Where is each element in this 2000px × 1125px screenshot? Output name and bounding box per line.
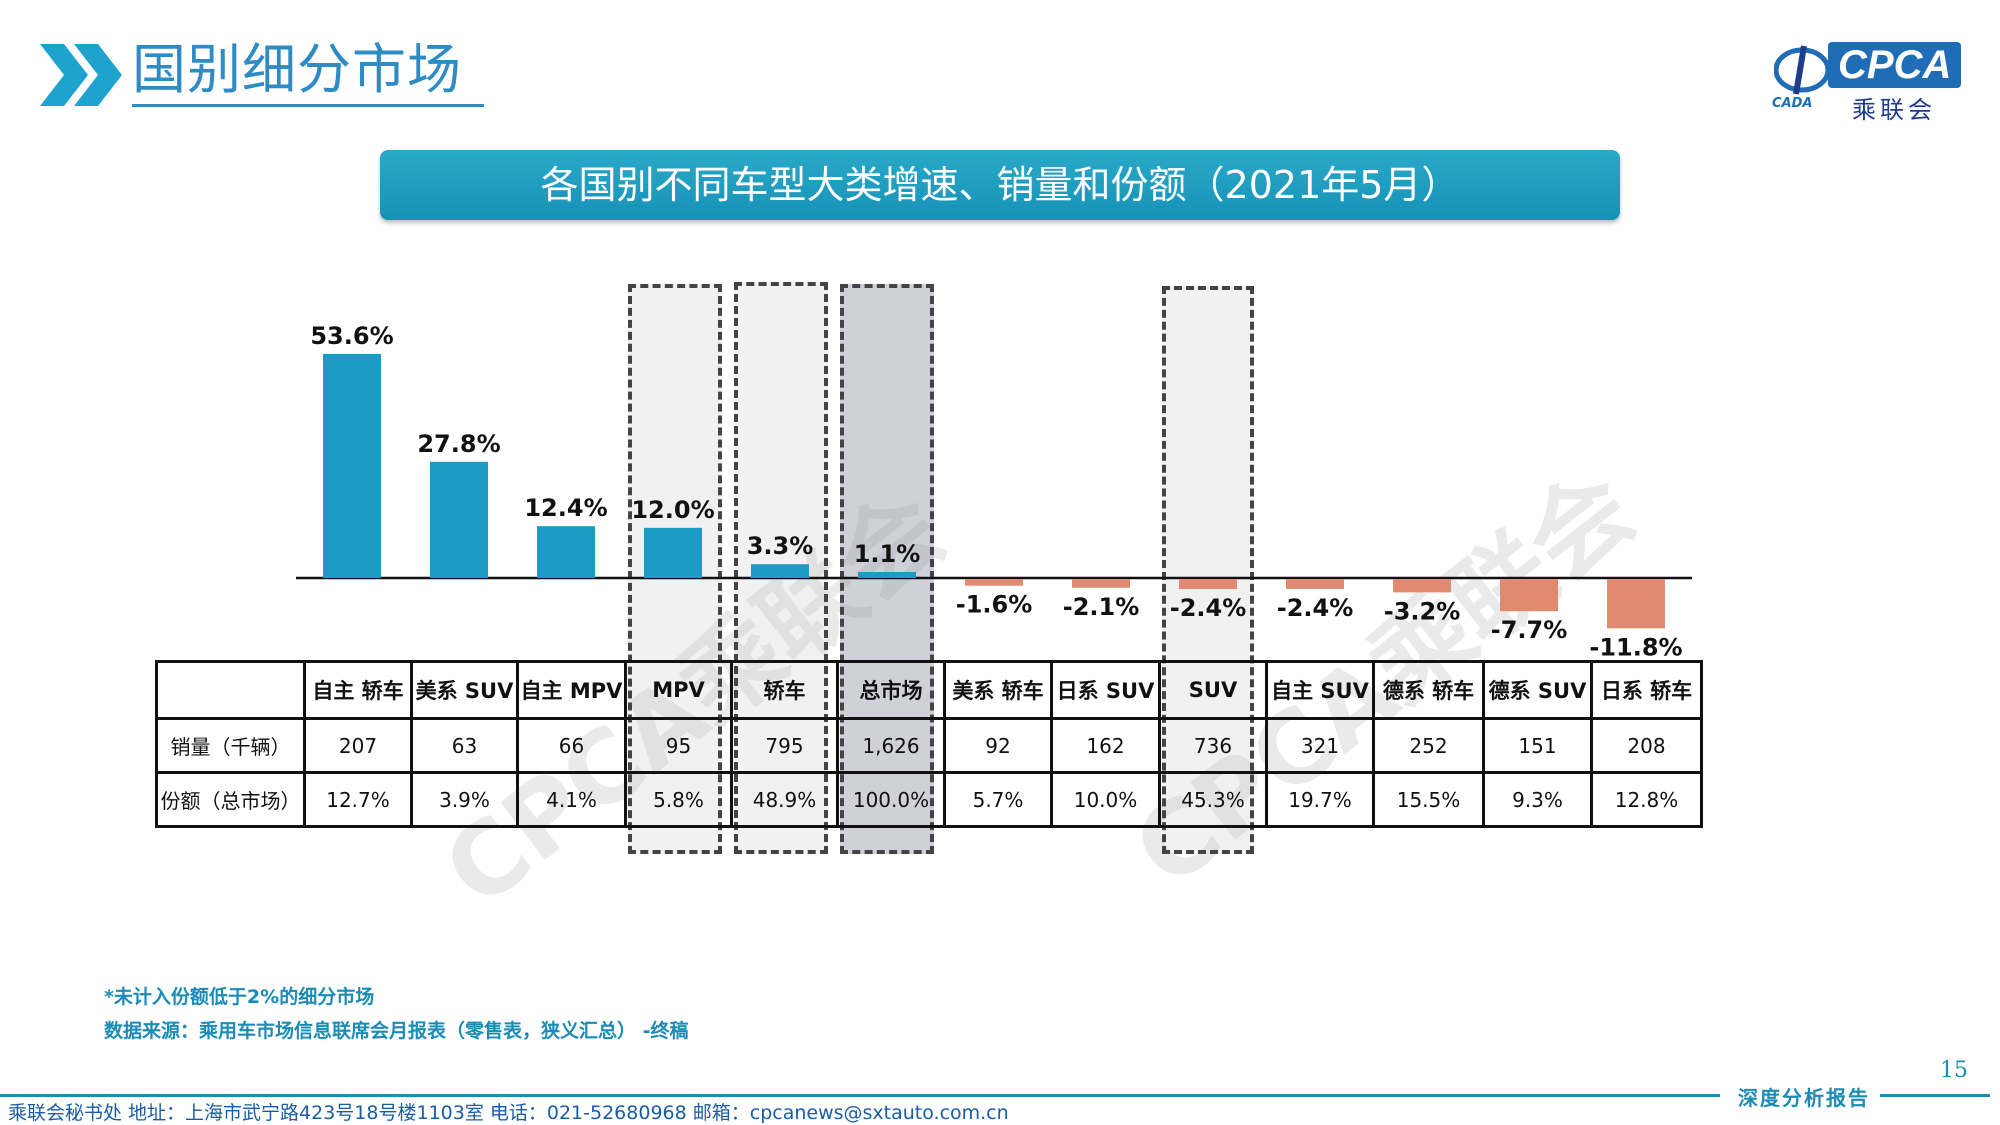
category-header: 日系 轿车 xyxy=(1590,660,1703,720)
data-label-6: 1.1% xyxy=(854,540,921,568)
category-header: MPV xyxy=(624,660,733,720)
table-cell: 1,626 xyxy=(836,717,946,774)
footer-contact: 乘联会秘书处 地址：上海市武宁路423号18号楼1103室 电话：021-526… xyxy=(8,1102,1009,1124)
table-cell: 19.7% xyxy=(1265,771,1375,828)
table-cell: 48.9% xyxy=(730,771,839,828)
category-header: 德系 轿车 xyxy=(1372,660,1485,720)
bar-10 xyxy=(1286,579,1344,590)
bar-8 xyxy=(1072,579,1130,588)
logo-text: CPCA xyxy=(1828,42,1962,88)
table-row: 销量（千辆） 207 63 66 95 795 1,626 92 162 736 321 252 151… xyxy=(155,717,1703,774)
table-cell: 207 xyxy=(303,717,413,774)
category-header: 德系 SUV xyxy=(1482,660,1593,720)
chevron-icon xyxy=(40,44,130,106)
bar-12 xyxy=(1500,579,1558,612)
table-cell: 92 xyxy=(943,717,1053,774)
data-label-8: -2.1% xyxy=(1063,593,1140,621)
category-header: 自主 轿车 xyxy=(303,660,413,720)
bar-3 xyxy=(537,526,595,578)
table-cell: 321 xyxy=(1265,717,1375,774)
category-header: 日系 SUV xyxy=(1050,660,1161,720)
footer-tag: 深度分析报告 xyxy=(1738,1086,1870,1110)
category-header: 自主 MPV xyxy=(516,660,627,720)
row-label: 份额（总市场） xyxy=(155,771,306,828)
table-cell: 100.0% xyxy=(836,771,946,828)
category-header: 轿车 xyxy=(730,660,839,720)
note-threshold: *未计入份额低于2%的细分市场 xyxy=(104,986,375,1008)
table-cell: 151 xyxy=(1482,717,1593,774)
logo-cn: 乘联会 xyxy=(1852,96,1936,124)
chart-banner-title: 各国别不同车型大类增速、销量和份额（2021年5月） xyxy=(380,150,1620,220)
data-label-3: 12.4% xyxy=(524,494,607,522)
table-cell: 66 xyxy=(516,717,627,774)
table-cell: 9.3% xyxy=(1482,771,1593,828)
data-label-10: -2.4% xyxy=(1277,594,1354,622)
table-cell: 45.3% xyxy=(1158,771,1268,828)
data-table: 自主 轿车 美系 SUV 自主 MPV MPV 轿车 总市场 美系 轿车 日系 SUV SUV 自… xyxy=(155,660,1703,828)
cpca-logo: CPCA 乘联会 CADA xyxy=(1770,40,1970,124)
footer-divider xyxy=(1880,1094,1990,1097)
table-cell: 736 xyxy=(1158,717,1268,774)
data-label-2: 27.8% xyxy=(417,430,500,458)
table-cell: 5.7% xyxy=(943,771,1053,828)
table-cell: 63 xyxy=(410,717,519,774)
data-label-1: 53.6% xyxy=(310,322,393,350)
category-header: 总市场 xyxy=(836,660,946,720)
table-cell: 4.1% xyxy=(516,771,627,828)
data-label-7: -1.6% xyxy=(956,591,1033,619)
bar-1 xyxy=(323,353,381,578)
bar-5 xyxy=(751,564,809,578)
table-header-row: 自主 轿车 美系 SUV 自主 MPV MPV 轿车 总市场 美系 轿车 日系 SUV SUV 自… xyxy=(155,660,1703,720)
table-cell: 95 xyxy=(624,717,733,774)
data-label-4: 12.0% xyxy=(631,496,714,524)
footer-divider xyxy=(0,1094,1720,1097)
data-label-13: -11.8% xyxy=(1589,633,1682,661)
page-title: 国别细分市场 xyxy=(132,38,462,101)
data-label-12: -7.7% xyxy=(1491,616,1568,644)
category-header: SUV xyxy=(1158,660,1268,720)
data-label-5: 3.3% xyxy=(747,532,814,560)
page-number: 15 xyxy=(1940,1058,1968,1083)
bar-2 xyxy=(430,461,488,578)
data-label-11: -3.2% xyxy=(1384,597,1461,625)
data-label-9: -2.4% xyxy=(1170,594,1247,622)
bar-6 xyxy=(858,572,916,578)
table-cell: 3.9% xyxy=(410,771,519,828)
notes: *未计入份额低于2%的细分市场 数据来源：乘用车市场信息联席会月报表（零售表，狭… xyxy=(104,980,689,1048)
bar-13 xyxy=(1607,579,1665,629)
table-cell: 208 xyxy=(1590,717,1703,774)
table-corner-cell xyxy=(155,660,306,720)
table-row: 份额（总市场） 12.7% 3.9% 4.1% 5.8% 48.9% 100.0% 5.7% 1… xyxy=(155,771,1703,828)
table-cell: 15.5% xyxy=(1372,771,1485,828)
category-header: 美系 轿车 xyxy=(943,660,1053,720)
bar-11 xyxy=(1393,579,1451,593)
table-cell: 10.0% xyxy=(1050,771,1161,828)
category-header: 美系 SUV xyxy=(410,660,519,720)
table-cell: 252 xyxy=(1372,717,1485,774)
logo-small: CADA xyxy=(1772,96,1813,111)
bar-9 xyxy=(1179,579,1237,590)
bar-7 xyxy=(965,579,1023,586)
table-cell: 5.8% xyxy=(624,771,733,828)
bar-4 xyxy=(644,527,702,578)
table-cell: 162 xyxy=(1050,717,1161,774)
note-source: 数据来源：乘用车市场信息联席会月报表（零售表，狭义汇总） -终稿 xyxy=(104,1020,689,1042)
table-cell: 12.7% xyxy=(303,771,413,828)
row-label: 销量（千辆） xyxy=(155,717,306,774)
table-cell: 12.8% xyxy=(1590,771,1703,828)
title-underline xyxy=(132,104,484,107)
category-header: 自主 SUV xyxy=(1265,660,1375,720)
table-cell: 795 xyxy=(730,717,839,774)
